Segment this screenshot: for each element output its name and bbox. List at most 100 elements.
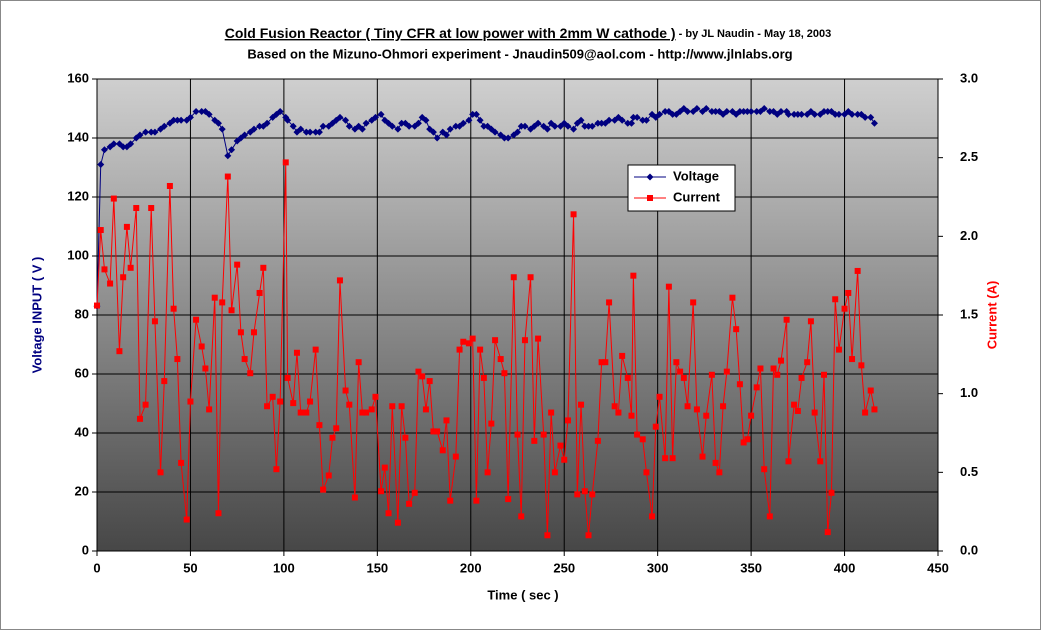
marker (228, 307, 235, 314)
marker (665, 283, 672, 290)
marker (177, 116, 185, 124)
marker (605, 116, 613, 124)
marker (224, 152, 232, 160)
x-tick-label: 450 (927, 560, 949, 575)
marker (854, 110, 862, 118)
marker (228, 146, 236, 154)
x-tick-label: 350 (740, 560, 762, 575)
x-tick-label: 400 (834, 560, 856, 575)
marker (174, 356, 181, 363)
marker (307, 398, 314, 405)
marker (147, 128, 155, 136)
marker (817, 458, 824, 465)
marker (472, 110, 480, 118)
legend-box (627, 164, 736, 212)
marker (336, 277, 343, 284)
marker (867, 387, 874, 394)
marker (841, 305, 848, 312)
marker (183, 516, 190, 523)
marker (564, 417, 571, 424)
marker (807, 318, 814, 325)
marker (358, 125, 366, 133)
marker (521, 122, 529, 130)
marker (422, 116, 430, 124)
marker (790, 110, 798, 118)
marker (127, 140, 135, 148)
marker (828, 489, 835, 496)
marker (748, 412, 755, 419)
legend-label: Voltage (673, 168, 719, 183)
marker (136, 131, 144, 139)
marker (406, 500, 413, 507)
marker (794, 110, 802, 118)
marker (394, 125, 402, 133)
marker (151, 318, 158, 325)
marker (160, 122, 168, 130)
marker (501, 370, 508, 377)
marker (402, 434, 409, 441)
marker (363, 409, 370, 416)
marker (702, 105, 710, 112)
marker (247, 370, 254, 377)
marker (282, 159, 289, 166)
marker (97, 161, 105, 169)
marker (531, 437, 538, 444)
y2-tick-label: 0.5 (960, 464, 978, 479)
marker (446, 125, 454, 133)
marker (170, 305, 177, 312)
marker (577, 116, 585, 124)
y-axis-title: Voltage INPUT ( V ) (29, 257, 44, 374)
marker (684, 403, 691, 410)
marker (381, 464, 388, 471)
marker (206, 406, 213, 413)
marker (791, 401, 798, 408)
y2-axis-title: Current (A) (984, 281, 999, 350)
marker (459, 119, 467, 127)
marker (747, 107, 755, 115)
marker (414, 119, 422, 127)
marker (289, 122, 297, 130)
marker (673, 359, 680, 366)
marker (585, 532, 592, 539)
marker (198, 343, 205, 350)
marker (624, 119, 632, 127)
marker (628, 119, 636, 127)
marker (870, 119, 878, 127)
marker (377, 110, 385, 118)
marker (766, 513, 773, 520)
marker (263, 119, 271, 127)
x-tick-label: 300 (647, 560, 669, 575)
marker (205, 110, 213, 118)
marker (811, 110, 819, 118)
marker (100, 146, 108, 154)
marker (362, 119, 370, 127)
x-tick-label: 150 (366, 560, 388, 575)
marker (237, 329, 244, 336)
marker (312, 128, 320, 136)
marker (594, 437, 601, 444)
legend-marker (646, 173, 654, 181)
marker (142, 401, 149, 408)
marker (766, 107, 774, 115)
marker (187, 398, 194, 405)
marker (127, 264, 134, 271)
y2-tick-label: 1.5 (960, 306, 978, 321)
marker (606, 299, 613, 306)
marker (624, 374, 631, 381)
marker (161, 378, 168, 385)
marker (598, 359, 605, 366)
marker (94, 302, 100, 309)
marker (429, 128, 437, 136)
marker (736, 381, 743, 388)
marker (820, 107, 828, 115)
marker (570, 125, 578, 133)
marker (611, 403, 618, 410)
marker (389, 403, 396, 410)
marker (473, 497, 480, 504)
marker (293, 349, 300, 356)
marker (476, 116, 484, 124)
marker (630, 272, 637, 279)
marker (215, 510, 222, 517)
marker (488, 420, 495, 427)
marker (642, 116, 650, 124)
